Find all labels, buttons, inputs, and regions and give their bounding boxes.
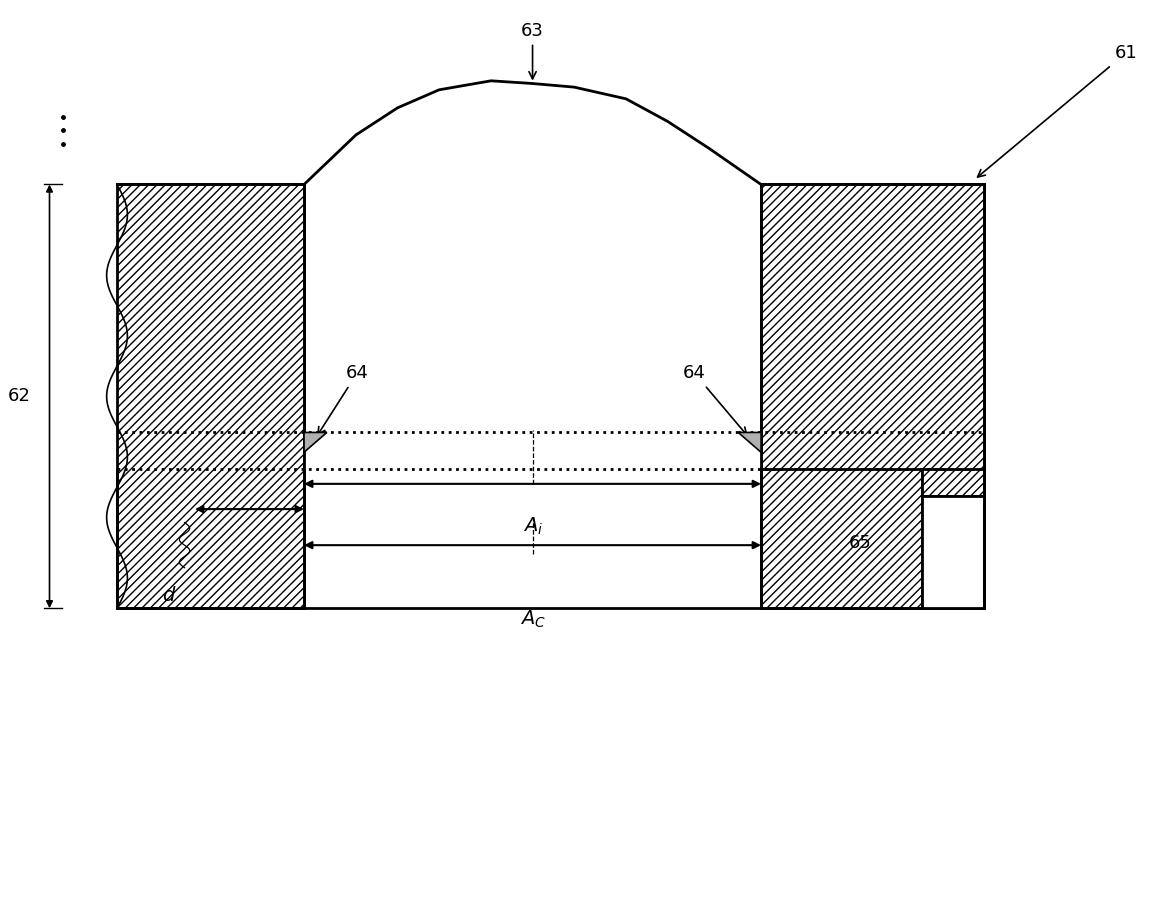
Polygon shape <box>738 432 761 452</box>
Text: 63: 63 <box>521 22 544 79</box>
Polygon shape <box>761 469 922 608</box>
Text: $A_C$: $A_C$ <box>520 608 545 630</box>
Text: 64: 64 <box>318 364 369 434</box>
Polygon shape <box>761 185 985 608</box>
Text: 65: 65 <box>848 534 871 551</box>
Polygon shape <box>304 432 327 452</box>
Text: $d$: $d$ <box>161 586 176 605</box>
Polygon shape <box>304 432 761 469</box>
Polygon shape <box>304 81 761 185</box>
Text: 62: 62 <box>8 388 31 405</box>
Text: 61: 61 <box>978 45 1137 177</box>
Text: $A_i$: $A_i$ <box>522 515 543 537</box>
Polygon shape <box>117 185 304 608</box>
Polygon shape <box>922 496 985 608</box>
Text: 64: 64 <box>683 364 747 435</box>
Polygon shape <box>117 469 985 608</box>
Polygon shape <box>922 469 985 496</box>
